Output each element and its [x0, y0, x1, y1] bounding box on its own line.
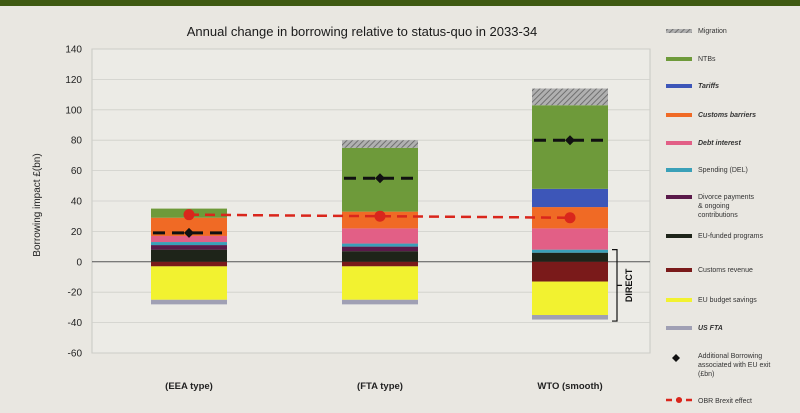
obr-point	[374, 210, 386, 222]
bar-segment	[342, 246, 418, 252]
legend-label: Migration	[698, 28, 727, 35]
bar-segment	[151, 242, 227, 246]
direct-annotation: DIRECT	[624, 268, 634, 302]
legend-label: Customs revenue	[698, 267, 753, 274]
legend-swatch	[666, 326, 692, 330]
bar-segment	[342, 261, 418, 267]
legend-label: Customs barriers	[698, 112, 756, 119]
legend-label: associated with EU exit	[698, 362, 770, 369]
legend-swatch	[666, 234, 692, 238]
legend-swatch	[666, 268, 692, 272]
y-tick-label: 140	[65, 45, 82, 56]
bar-segment	[342, 266, 418, 300]
legend-swatch	[666, 298, 692, 302]
y-ticks: 140 120 100 80 60 40 20 0 -20 -40 -60	[65, 45, 82, 360]
borrowing-marker	[184, 227, 194, 238]
bar-segment	[532, 249, 608, 253]
bar-segment	[342, 228, 418, 244]
legend-swatch	[666, 84, 692, 88]
bar-segment	[532, 88, 608, 106]
y-tick-label: -20	[68, 288, 83, 299]
chart-title: Annual change in borrowing relative to s…	[187, 24, 538, 39]
legend-label: Tariffs	[698, 83, 719, 90]
bar-segment	[151, 217, 227, 236]
obr-point	[183, 209, 195, 221]
bar-segment	[532, 252, 608, 262]
bar-segment	[342, 251, 418, 262]
bar-segment	[342, 243, 418, 247]
bar-segment	[532, 281, 608, 315]
legend-swatch	[666, 57, 692, 61]
legend-label: contributions	[698, 212, 738, 219]
legend: Migration NTBs Tariffs Customs barriers Debt…	[666, 28, 770, 405]
legend-swatch	[666, 141, 692, 145]
direct-brace: DIRECT	[612, 249, 634, 322]
bar-segment	[532, 228, 608, 250]
direct-bracket	[612, 249, 622, 322]
bar-segment	[151, 299, 227, 305]
bar-segment	[151, 235, 227, 243]
overlay-marks	[153, 135, 606, 238]
bar-segment	[342, 299, 418, 305]
y-tick-label: 0	[76, 257, 82, 268]
borrowing-marker	[565, 135, 575, 146]
bar-segment	[151, 245, 227, 250]
bar-segment	[532, 315, 608, 320]
bar-segment	[151, 249, 227, 262]
legend-label: Debt interest	[698, 140, 741, 147]
bar-segment	[151, 261, 227, 267]
legend-label: & ongoing	[698, 203, 730, 210]
y-tick-label: 100	[65, 105, 82, 116]
legend-label: Additional Borrowing	[698, 353, 762, 360]
bar-segment	[532, 261, 608, 282]
y-tick-label: 40	[71, 197, 83, 208]
bar-segment	[151, 266, 227, 300]
legend-label: OBR Brexit effect	[698, 398, 752, 405]
top-band	[0, 0, 800, 6]
bar-segment	[342, 140, 418, 148]
bar-segment	[532, 188, 608, 208]
borrowing-marker	[375, 173, 385, 184]
legend-swatch	[666, 168, 692, 172]
legend-swatch	[666, 113, 692, 117]
bar-segment	[532, 105, 608, 189]
legend-swatch	[666, 29, 692, 33]
y-tick-label: 20	[71, 227, 83, 238]
y-tick-label: 120	[65, 75, 82, 86]
category-label: WTO (smooth)	[537, 381, 602, 392]
legend-line-dot	[676, 397, 682, 403]
y-tick-label: -40	[68, 318, 83, 329]
obr-point	[564, 212, 576, 224]
category-labels: (EEA type) (FTA type) WTO (smooth)	[165, 381, 602, 392]
legend-label: NTBs	[698, 56, 716, 63]
legend-label: Divorce payments	[698, 194, 755, 201]
category-label: (EEA type)	[165, 381, 213, 392]
legend-label: (£bn)	[698, 371, 714, 378]
category-label: (FTA type)	[357, 381, 403, 392]
y-tick-label: -60	[68, 349, 83, 360]
legend-label: EU budget savings	[698, 297, 757, 304]
legend-swatch	[666, 195, 692, 199]
y-tick-label: 60	[71, 166, 83, 177]
legend-label: EU-funded programs	[698, 233, 763, 240]
legend-label: US FTA	[698, 325, 723, 332]
y-tick-label: 80	[71, 136, 83, 147]
legend-marker-swatch	[672, 354, 680, 362]
legend-label: Spending (DEL)	[698, 167, 748, 174]
y-axis-label: Borrowing impact £(bn)	[32, 153, 43, 256]
